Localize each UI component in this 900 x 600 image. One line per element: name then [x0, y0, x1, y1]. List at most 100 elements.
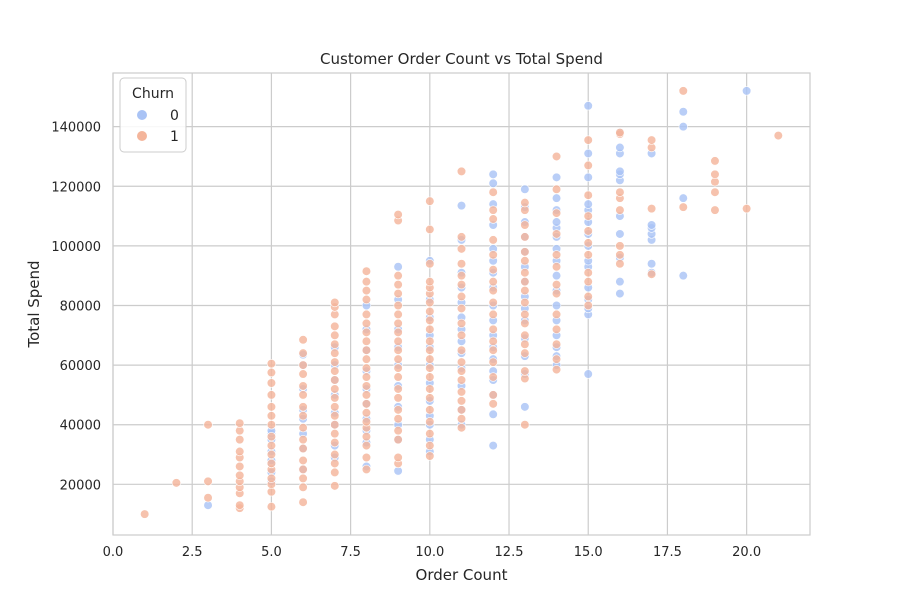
scatter-points [140, 86, 783, 519]
data-point-churn-1 [266, 432, 277, 442]
data-point-churn-1 [393, 280, 403, 290]
data-point-churn-1 [425, 451, 435, 461]
data-point-churn-1 [583, 300, 593, 311]
data-point-churn-1 [361, 440, 372, 451]
x-tick-label: 7.5 [340, 545, 361, 560]
data-point-churn-1 [361, 408, 372, 418]
data-point-churn-1 [520, 297, 530, 308]
data-point-churn-1 [551, 364, 562, 375]
data-point-churn-1 [456, 271, 467, 281]
data-point-churn-1 [361, 285, 372, 296]
x-tick-labels: 0.0 2.5 5.0 7.5 10.0 12.5 15.0 17.5 20.0 [103, 545, 761, 560]
data-point-churn-1 [488, 277, 498, 287]
data-point-churn-1 [330, 438, 340, 448]
data-point-churn-1 [456, 414, 467, 424]
data-point-churn-1 [488, 390, 498, 400]
data-point-churn-1 [551, 151, 562, 162]
data-point-churn-1 [488, 336, 498, 346]
data-point-churn-1 [615, 187, 625, 197]
data-point-churn-1 [710, 187, 720, 197]
data-point-churn-1 [171, 478, 181, 488]
data-point-churn-0 [551, 217, 562, 227]
data-point-churn-1 [488, 297, 498, 308]
data-point-churn-1 [583, 277, 593, 287]
data-point-churn-1 [361, 336, 372, 346]
data-point-churn-1 [266, 449, 277, 460]
data-point-churn-1 [615, 205, 625, 215]
data-point-churn-0 [583, 199, 593, 209]
data-point-churn-0 [456, 201, 467, 211]
data-point-churn-1 [583, 238, 593, 248]
data-point-churn-1 [456, 423, 467, 433]
data-point-churn-1 [330, 402, 340, 412]
data-point-churn-1 [425, 363, 435, 373]
legend-title: Churn [132, 86, 174, 102]
data-point-churn-1 [266, 367, 277, 378]
data-point-churn-1 [773, 130, 783, 141]
data-point-churn-1 [551, 288, 562, 299]
data-point-churn-1 [298, 455, 308, 466]
data-point-churn-1 [235, 446, 245, 457]
data-point-churn-1 [330, 384, 340, 394]
data-point-churn-1 [551, 229, 562, 239]
data-point-churn-1 [456, 166, 467, 176]
data-point-churn-1 [456, 345, 467, 355]
x-tick-label: 15.0 [574, 545, 603, 560]
data-point-churn-1 [393, 405, 403, 415]
data-point-churn-1 [425, 384, 435, 394]
data-point-churn-1 [583, 250, 593, 260]
data-point-churn-0 [488, 169, 498, 179]
data-point-churn-1 [551, 184, 562, 194]
data-point-churn-0 [615, 166, 625, 176]
data-point-churn-1 [615, 128, 625, 138]
data-point-churn-1 [488, 285, 498, 296]
data-point-churn-1 [266, 359, 277, 369]
data-point-churn-1 [393, 318, 403, 328]
data-point-churn-1 [298, 360, 308, 370]
data-point-churn-1 [235, 418, 245, 428]
data-point-churn-1 [361, 327, 372, 337]
data-point-churn-1 [583, 160, 593, 170]
data-point-churn-1 [488, 265, 498, 275]
data-point-churn-1 [678, 202, 688, 212]
data-point-churn-1 [361, 309, 372, 320]
data-point-churn-1 [393, 354, 403, 364]
data-point-churn-1 [235, 470, 245, 480]
data-point-churn-1 [615, 259, 625, 269]
data-point-churn-1 [520, 420, 530, 430]
data-point-churn-1 [393, 300, 403, 311]
data-point-churn-1 [298, 497, 308, 507]
data-point-churn-1 [235, 435, 245, 445]
data-point-churn-1 [583, 268, 593, 278]
data-point-churn-1 [551, 262, 562, 272]
data-point-churn-1 [330, 467, 340, 478]
data-point-churn-1 [488, 399, 498, 409]
data-point-churn-1 [488, 187, 498, 197]
data-point-churn-1 [456, 232, 467, 242]
data-point-churn-1 [520, 220, 530, 230]
y-tick-labels: 20000 40000 60000 80000 100000 120000 140000 [51, 121, 101, 494]
data-point-churn-1 [425, 372, 435, 382]
data-point-churn-0 [393, 262, 403, 272]
data-point-churn-1 [646, 204, 657, 214]
data-point-churn-1 [520, 277, 530, 287]
data-point-churn-1 [361, 432, 372, 442]
data-point-churn-1 [583, 226, 593, 236]
data-point-churn-0 [583, 148, 593, 159]
data-point-churn-1 [583, 211, 593, 221]
data-point-churn-1 [456, 330, 467, 340]
data-point-churn-1 [520, 309, 530, 320]
data-point-churn-1 [393, 372, 403, 382]
x-tick-label: 0.0 [103, 545, 124, 560]
x-axis-label: Order Count [416, 566, 508, 584]
data-point-churn-1 [266, 473, 277, 483]
data-point-churn-1 [551, 324, 562, 334]
data-point-churn-1 [361, 390, 372, 400]
data-point-churn-1 [266, 390, 277, 400]
data-point-churn-1 [520, 268, 530, 278]
data-point-churn-1 [425, 224, 435, 235]
data-point-churn-1 [298, 423, 308, 433]
x-tick-label: 20.0 [732, 545, 761, 560]
data-point-churn-1 [393, 209, 403, 220]
data-point-churn-1 [361, 363, 372, 373]
